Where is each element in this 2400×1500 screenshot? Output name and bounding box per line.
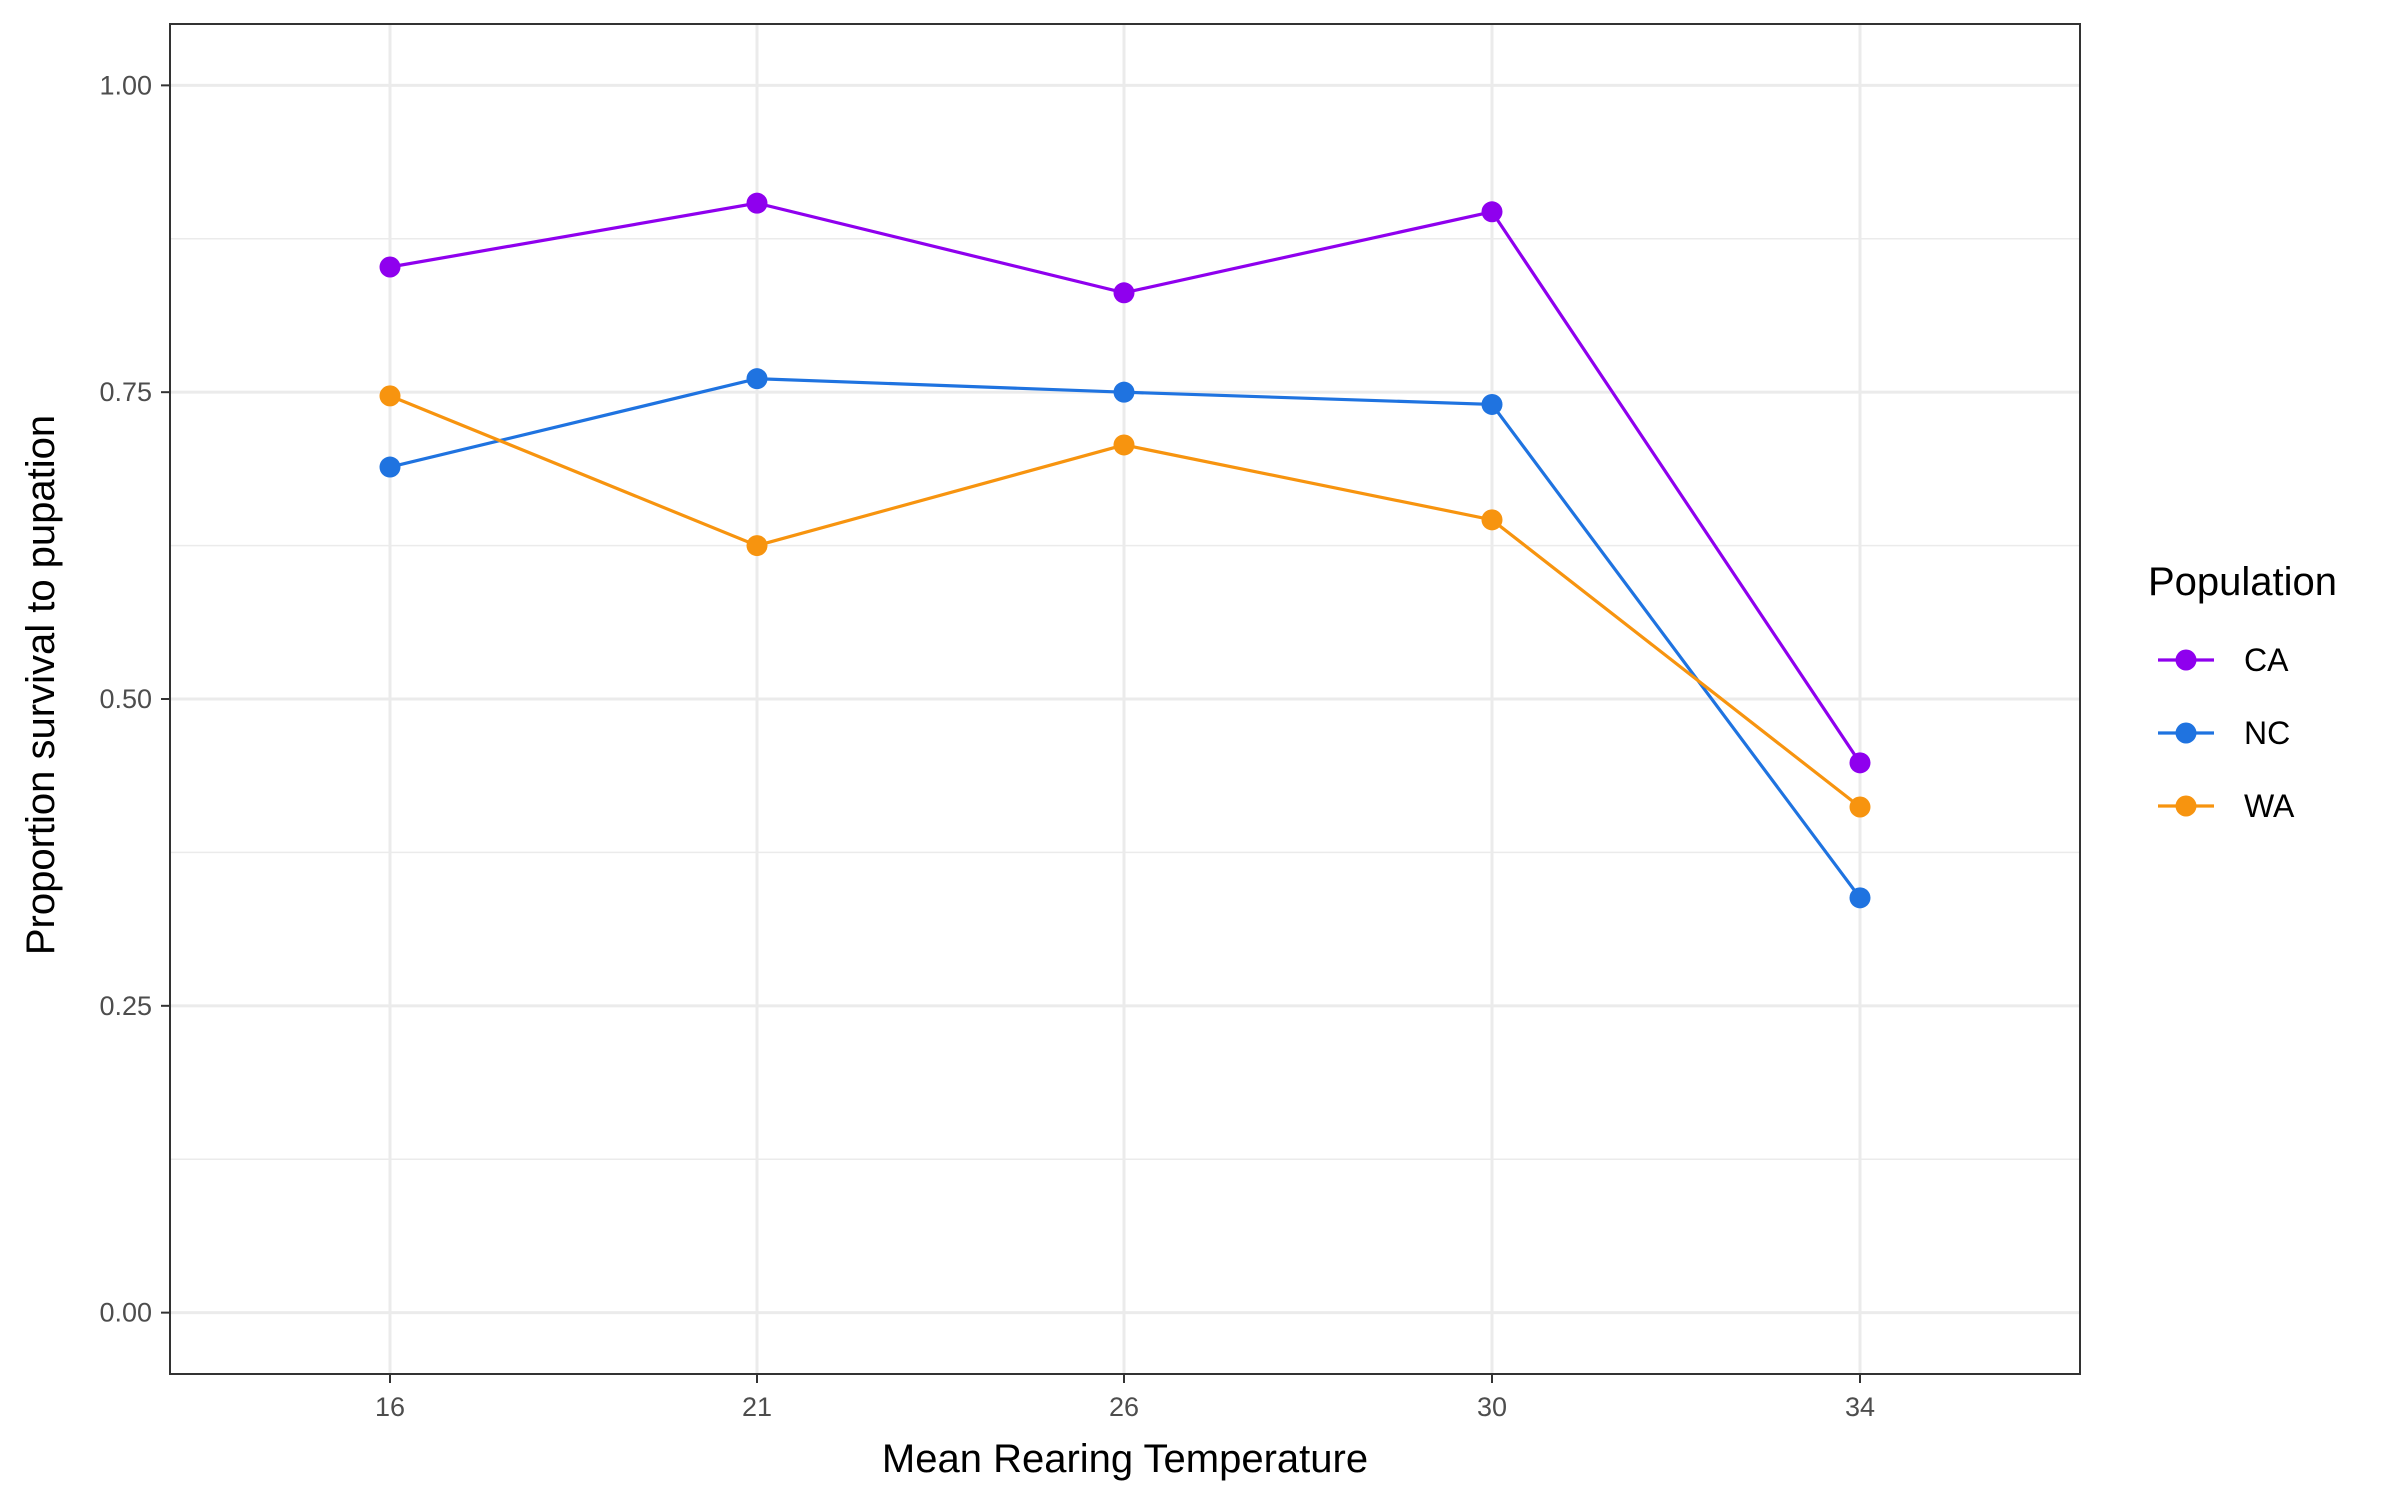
x-tick-label: 30	[1477, 1392, 1507, 1422]
data-point	[1113, 381, 1135, 403]
series-CA	[379, 192, 1871, 774]
x-tick-label: 26	[1109, 1392, 1139, 1422]
series-layer	[379, 192, 1871, 909]
data-point	[1481, 509, 1503, 531]
y-axis-title: Proportion survival to pupation	[19, 415, 63, 955]
data-point	[1849, 752, 1871, 774]
data-point	[1113, 434, 1135, 456]
legend-item-NC: NC	[2158, 715, 2290, 751]
data-point	[1849, 796, 1871, 818]
data-point	[379, 385, 401, 407]
x-axis-title: Mean Rearing Temperature	[882, 1437, 1368, 1481]
x-tick-label: 16	[375, 1392, 405, 1422]
y-tick-label: 1.00	[99, 70, 152, 100]
legend: Population CA NC WA	[2148, 560, 2337, 824]
legend-label: NC	[2244, 715, 2290, 751]
series-NC	[379, 368, 1871, 909]
y-tick-label: 0.50	[99, 684, 152, 714]
legend-key-point	[2175, 795, 2197, 817]
legend-key-point	[2175, 722, 2197, 744]
data-point	[379, 256, 401, 278]
data-point	[379, 456, 401, 478]
data-point	[746, 368, 768, 390]
major-gridlines	[170, 24, 2080, 1374]
y-tick-label: 0.75	[99, 377, 152, 407]
data-point	[746, 535, 768, 557]
x-tick-label: 21	[742, 1392, 772, 1422]
legend-label: CA	[2244, 642, 2289, 678]
y-tick-label: 0.25	[99, 991, 152, 1021]
y-tick-label: 0.00	[99, 1298, 152, 1328]
x-tick-label: 34	[1845, 1392, 1875, 1422]
data-point	[1113, 282, 1135, 304]
legend-title: Population	[2148, 560, 2337, 604]
legend-label: WA	[2244, 788, 2295, 824]
data-point	[1481, 201, 1503, 223]
legend-key-point	[2175, 649, 2197, 671]
series-WA	[379, 385, 1871, 818]
legend-item-CA: CA	[2158, 642, 2289, 678]
data-point	[1849, 887, 1871, 909]
axis-tick-labels: 0.00 0.25 0.50 0.75 1.00 16 21 26 30 34	[99, 70, 1875, 1422]
data-point	[1481, 393, 1503, 415]
axis-ticks	[161, 84, 1861, 1383]
data-point	[746, 192, 768, 214]
legend-item-WA: WA	[2158, 788, 2295, 824]
